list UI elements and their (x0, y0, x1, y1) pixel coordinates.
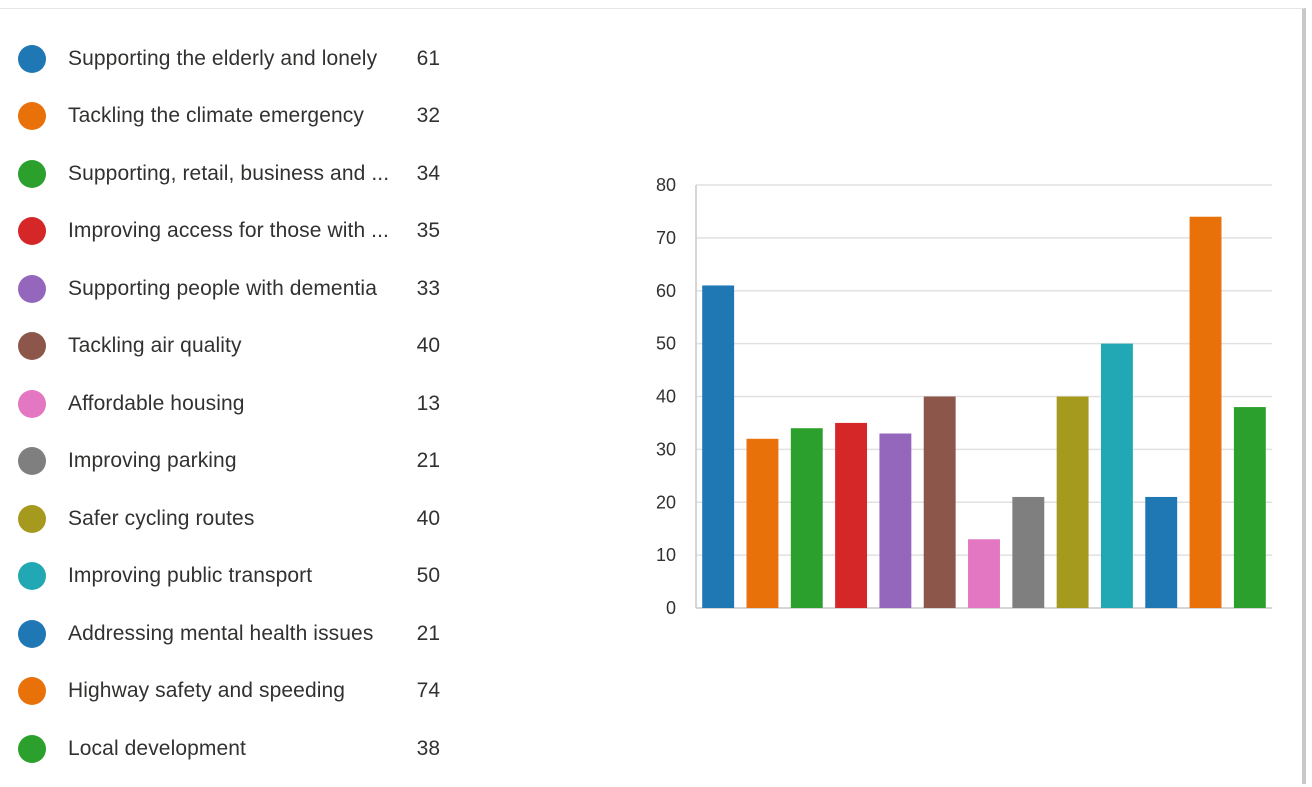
legend-swatch-icon (18, 504, 46, 533)
legend-item[interactable]: Local development 38 (18, 720, 448, 778)
legend-count: 61 (416, 46, 440, 70)
legend-swatch-icon (18, 447, 46, 476)
legend-label: Improving public transport (68, 564, 313, 588)
legend-count: 35 (416, 219, 440, 243)
legend-item[interactable]: Addressing mental health issues 21 (18, 605, 448, 663)
chart-frame (0, 8, 1306, 784)
legend-label: Tackling the climate emergency (68, 104, 364, 128)
legend-swatch-icon (18, 677, 46, 706)
legend-label: Highway safety and speeding (68, 679, 346, 703)
y-tick-label: 40 (656, 387, 676, 407)
bar[interactable] (1100, 343, 1133, 608)
legend-swatch-icon (18, 734, 46, 763)
legend-label: Supporting people with dementia (68, 276, 377, 300)
bar[interactable] (1189, 216, 1222, 608)
legend-label: Improving parking (68, 449, 237, 473)
legend-label: Local development (68, 736, 246, 760)
bar[interactable] (1012, 496, 1045, 608)
legend-item[interactable]: Supporting the elderly and lonely 61 (18, 30, 448, 88)
legend-count: 21 (416, 621, 440, 645)
bar[interactable] (746, 438, 779, 608)
bar-chart: 0 10 20 30 40 50 60 70 80 (656, 175, 1272, 618)
legend-label: Affordable housing (68, 391, 245, 415)
legend-item[interactable]: Supporting people with dementia 33 (18, 260, 448, 318)
legend-item[interactable]: Highway safety and speeding 74 (18, 663, 448, 721)
legend-swatch-icon (18, 562, 46, 591)
bar[interactable] (835, 422, 868, 608)
y-tick-label: 20 (656, 492, 676, 512)
legend-label: Tackling air quality (68, 334, 242, 358)
legend-label: Addressing mental health issues (68, 621, 374, 645)
legend-count: 34 (416, 161, 440, 185)
bar[interactable] (790, 428, 823, 608)
legend-swatch-icon (18, 619, 46, 648)
legend-item[interactable]: Affordable housing 13 (18, 375, 448, 433)
legend-item[interactable]: Improving public transport 50 (18, 548, 448, 606)
legend-item[interactable]: Improving parking 21 (18, 433, 448, 491)
y-tick-label: 60 (656, 281, 676, 301)
bar[interactable] (923, 396, 956, 609)
legend-count: 50 (416, 564, 440, 588)
bar[interactable] (1056, 396, 1089, 609)
legend-swatch-icon (18, 102, 46, 131)
y-tick-label: 10 (656, 545, 676, 565)
y-tick-label: 0 (666, 598, 676, 618)
legend-count: 74 (416, 679, 440, 703)
legend-count: 40 (416, 334, 440, 358)
legend-item[interactable]: Tackling the climate emergency 32 (18, 88, 448, 146)
legend-item[interactable]: Safer cycling routes 40 (18, 490, 448, 548)
legend-swatch-icon (18, 274, 46, 303)
chart-legend: Supporting the elderly and lonely 61 Tackl… (18, 30, 448, 778)
y-tick-label: 80 (656, 175, 676, 195)
y-tick-label: 70 (656, 228, 676, 248)
legend-swatch-icon (18, 217, 46, 246)
legend-count: 21 (416, 449, 440, 473)
legend-count: 33 (416, 276, 440, 300)
y-tick-label: 50 (656, 334, 676, 354)
legend-label: Supporting, retail, business and ... (68, 161, 390, 185)
legend-item[interactable]: Supporting, retail, business and ... 34 (18, 145, 448, 203)
legend-count: 32 (416, 104, 440, 128)
legend-item[interactable]: Tackling air quality 40 (18, 318, 448, 376)
bar[interactable] (702, 285, 735, 608)
legend-swatch-icon (18, 332, 46, 361)
legend-count: 13 (416, 391, 440, 415)
bar[interactable] (879, 433, 912, 608)
legend-label: Supporting the elderly and lonely (68, 46, 378, 70)
legend-label: Improving access for those with ... (68, 219, 389, 243)
bar[interactable] (968, 539, 1000, 608)
legend-count: 38 (416, 736, 440, 760)
legend-swatch-icon (18, 389, 46, 418)
legend-count: 40 (416, 506, 440, 530)
legend-item[interactable]: Improving access for those with ... 35 (18, 203, 448, 261)
legend-label: Safer cycling routes (68, 506, 255, 530)
legend-swatch-icon (18, 159, 46, 188)
legend-swatch-icon (18, 44, 46, 73)
bar[interactable] (1233, 407, 1266, 608)
y-tick-label: 30 (656, 439, 676, 459)
bar[interactable] (1145, 496, 1178, 608)
